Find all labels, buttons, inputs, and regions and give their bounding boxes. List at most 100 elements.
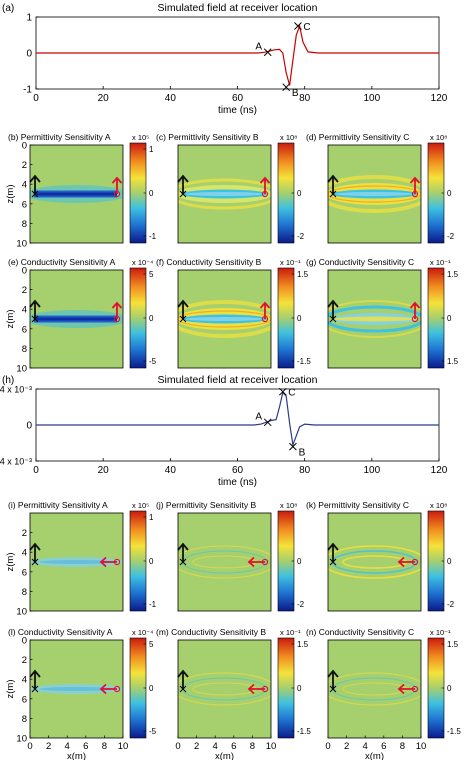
source-arrow xyxy=(29,174,41,194)
colorbar-tick-label: -2 xyxy=(297,232,305,241)
colorbar-tick-label: 0 xyxy=(297,557,302,566)
y-tick-label: 0 xyxy=(22,141,27,152)
panel-label: (b) Permittivity Sensitivity A xyxy=(8,132,111,142)
marker-x xyxy=(278,387,287,396)
colorbar-exponent: x 10⁻¹ xyxy=(280,628,301,637)
panel-frame xyxy=(29,639,124,739)
source-arrow xyxy=(327,299,339,319)
colorbar-tick-label: 0 xyxy=(447,189,452,198)
x-tick-label: 0 xyxy=(33,93,39,104)
x-tick-label: 2 xyxy=(46,741,51,752)
receiver-marker xyxy=(113,685,121,693)
colorbar-exponent: x 10⁻¹ xyxy=(280,258,301,267)
source-arrow xyxy=(29,299,41,319)
heatmap-c: (c) Permittivity Sensitivity B x 10⁸ 0 -2 xyxy=(156,132,305,244)
y-tick-label: 0 xyxy=(22,266,27,277)
x-tick-label: 6 xyxy=(231,741,236,752)
y-tick-label: 6 xyxy=(22,694,27,705)
colorbar-tick-label: 0 xyxy=(297,314,302,323)
colorbar-tick-label: 0 xyxy=(447,684,452,693)
faint-ring xyxy=(178,672,271,706)
y-tick-label: 2 xyxy=(22,160,27,171)
orange-ring xyxy=(178,310,271,328)
colorbar-tick-label: -1 xyxy=(149,600,157,609)
colorbar-tick-label: -5 xyxy=(149,357,157,366)
series-line xyxy=(36,23,439,86)
source-arrow xyxy=(327,542,339,562)
band-core xyxy=(34,192,117,196)
colorbar-tick-label: 1 xyxy=(149,145,154,154)
x-tick-label: 40 xyxy=(165,465,177,476)
x-tick-label: 60 xyxy=(232,465,244,476)
panel-label: (h) xyxy=(2,375,14,386)
heatmap-l: (l) Conductivity Sensitivity A0246810z(m… xyxy=(5,627,157,760)
sensitivity-pattern xyxy=(30,684,123,694)
panel-label: (k) Permittivity Sensitivity C xyxy=(306,500,409,510)
panel-frame xyxy=(327,512,422,612)
heatmap-b: (b) Permittivity Sensitivity A0246810z(m… xyxy=(5,132,157,250)
x-tick-label: 4 xyxy=(65,741,70,752)
colorbar-tick-label: -1.5 xyxy=(297,727,311,736)
y-tick-label: 10 xyxy=(16,607,27,618)
x-axis-label: time (ns) xyxy=(218,105,257,116)
source-marker xyxy=(179,190,187,198)
panel-label: (d) Permittivity Sensitivity C xyxy=(306,132,409,142)
heatmap-e: (e) Conductivity Sensitivity A0246810z(m… xyxy=(5,257,157,375)
receiver-marker xyxy=(113,558,121,566)
x-tick-label: 40 xyxy=(165,93,177,104)
y-tick-label: 10 xyxy=(16,734,27,745)
x-tick-label: 8 xyxy=(250,741,255,752)
x-tick-label: 8 xyxy=(400,741,405,752)
source-marker xyxy=(179,685,187,693)
outer-ring xyxy=(328,300,421,338)
source-marker xyxy=(31,190,39,198)
source-arrow xyxy=(177,542,189,562)
marker-x xyxy=(282,83,291,92)
receiver-marker xyxy=(261,315,269,323)
marker-x xyxy=(263,48,272,57)
source-marker xyxy=(179,558,187,566)
colorbar-exponent: x 10⁸ xyxy=(280,501,297,510)
heatmap-g: (g) Conductivity Sensitivity C x 10⁻¹ 1.5 0… xyxy=(306,257,459,369)
y-tick-label: 1 xyxy=(26,13,32,24)
colorbar-tick-label: 0 xyxy=(149,684,154,693)
receiver-marker xyxy=(113,315,121,323)
x-axis-label: x(m) xyxy=(365,751,384,760)
panel-frame xyxy=(177,512,272,612)
y-tick-label: 0 xyxy=(26,421,32,432)
x-tick-label: 100 xyxy=(363,465,380,476)
x-tick-label: 0 xyxy=(325,741,330,752)
colorbar-exponent: x 10⁸ xyxy=(280,133,297,142)
x-tick-label: 4 xyxy=(213,741,218,752)
source-marker xyxy=(329,685,337,693)
marker-label: C xyxy=(303,22,310,33)
colorbar-tick-label: 5 xyxy=(149,640,154,649)
panel-label: (c) Permittivity Sensitivity B xyxy=(156,132,259,142)
colorbar-exponent: x 10⁵ xyxy=(132,133,149,142)
y-tick-label: 6 xyxy=(22,324,27,335)
colorbar-tick-label: 0 xyxy=(297,684,302,693)
y-tick-label: 4 xyxy=(22,305,27,316)
source-arrow xyxy=(177,299,189,319)
marker-label: A xyxy=(255,411,262,422)
x-tick-label: 6 xyxy=(381,741,386,752)
x-tick-label: 0 xyxy=(33,465,39,476)
receiver-marker xyxy=(411,315,419,323)
colorbar-tick-label: 0 xyxy=(447,557,452,566)
source-marker xyxy=(329,190,337,198)
source-arrow xyxy=(177,669,189,689)
x-axis-label: x(m) xyxy=(67,751,86,760)
x-tick-label: 10 xyxy=(416,741,427,752)
source-arrow xyxy=(29,669,41,689)
faint-core xyxy=(39,687,114,691)
heatmap-m: (m) Conductivity Sensitivity B 0 2 4 6 8 10 x(m… xyxy=(156,627,311,760)
marker-x xyxy=(263,418,272,427)
panel-frame xyxy=(29,144,124,244)
panel-label: (n) Conductivity Sensitivity C xyxy=(306,627,414,637)
panel-label: (g) Conductivity Sensitivity C xyxy=(306,257,414,267)
colorbar-exponent: x 10⁻¹ xyxy=(430,258,451,267)
panel-label: (l) Conductivity Sensitivity A xyxy=(8,627,113,637)
panel-frame xyxy=(327,269,422,369)
x-tick-label: 8 xyxy=(102,741,107,752)
